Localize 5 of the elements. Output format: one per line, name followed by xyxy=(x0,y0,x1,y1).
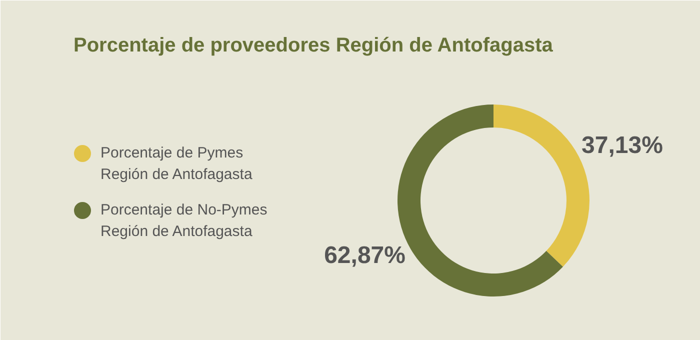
legend-label: Porcentaje de Pymes Región de Antofagasta xyxy=(100,144,253,183)
data-label: 37,13% xyxy=(582,132,663,159)
legend-label: Porcentaje de No-Pymes Región de Antofagasta xyxy=(100,202,268,240)
chart-title: Porcentaje de proveedores Región de Antofagasta xyxy=(74,34,554,56)
data-label: 62,87% xyxy=(324,242,406,270)
